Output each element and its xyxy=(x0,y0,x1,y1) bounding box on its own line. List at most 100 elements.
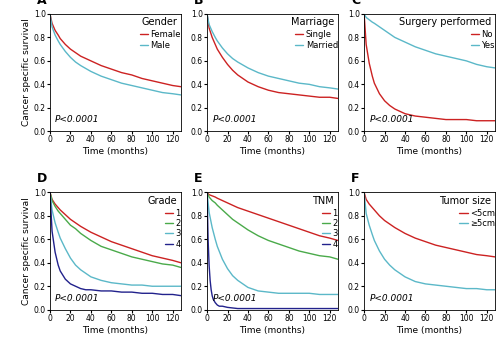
1 xyxy=(234,206,240,210)
Female xyxy=(62,42,68,47)
Legend: No, Yes: No, Yes xyxy=(470,30,495,50)
4 xyxy=(255,307,261,311)
Text: P<0.0001: P<0.0001 xyxy=(55,294,100,303)
Married xyxy=(234,60,240,64)
2 xyxy=(72,227,78,231)
1 xyxy=(88,230,94,234)
Single xyxy=(212,42,218,47)
No xyxy=(432,116,438,120)
2 xyxy=(206,195,212,199)
3 xyxy=(78,268,84,272)
4 xyxy=(207,278,213,283)
Text: C: C xyxy=(351,0,360,7)
1 xyxy=(327,236,333,240)
1 xyxy=(335,238,341,243)
4 xyxy=(306,307,312,311)
Single xyxy=(234,73,240,77)
3 xyxy=(209,226,215,230)
4 xyxy=(212,301,218,305)
1 xyxy=(255,213,261,217)
Female xyxy=(68,47,73,51)
≥5cm xyxy=(422,282,428,286)
3 xyxy=(160,284,166,288)
4 xyxy=(150,291,156,295)
Text: F: F xyxy=(351,172,360,185)
Line: Single: Single xyxy=(207,14,338,98)
4 xyxy=(88,288,94,292)
2 xyxy=(62,217,68,221)
3 xyxy=(129,283,135,287)
Yes xyxy=(443,54,449,58)
Single xyxy=(255,85,261,89)
No xyxy=(474,119,480,123)
Male xyxy=(118,81,124,85)
<5cm xyxy=(376,214,382,218)
4 xyxy=(55,263,61,267)
3 xyxy=(214,244,220,248)
Male xyxy=(49,25,55,29)
1 xyxy=(52,202,58,206)
≥5cm xyxy=(363,211,369,215)
Female xyxy=(139,77,145,81)
Single xyxy=(209,35,215,39)
4 xyxy=(170,292,175,296)
Married xyxy=(230,56,235,61)
1 xyxy=(245,209,251,213)
Yes xyxy=(432,52,438,56)
4 xyxy=(220,304,226,308)
4 xyxy=(234,307,240,311)
2 xyxy=(286,245,292,250)
Female xyxy=(52,28,58,32)
X-axis label: Time (months): Time (months) xyxy=(396,147,462,156)
2 xyxy=(47,190,53,195)
3 xyxy=(212,237,218,242)
3 xyxy=(230,274,235,278)
4 xyxy=(62,277,68,281)
2 xyxy=(306,251,312,255)
Legend: 1, 2, 3, 4: 1, 2, 3, 4 xyxy=(322,209,338,248)
3 xyxy=(245,285,251,290)
<5cm xyxy=(464,250,469,254)
1 xyxy=(49,197,55,201)
≥5cm xyxy=(412,279,418,284)
No xyxy=(453,118,459,122)
Male xyxy=(57,42,63,47)
Male xyxy=(62,49,68,54)
Married xyxy=(276,77,281,81)
Female xyxy=(88,59,94,63)
Yes xyxy=(392,35,398,39)
2 xyxy=(118,251,124,255)
<5cm xyxy=(382,219,388,223)
Yes xyxy=(376,25,382,29)
Female xyxy=(78,54,84,58)
No xyxy=(412,114,418,118)
No xyxy=(492,119,498,123)
3 xyxy=(178,284,184,288)
2 xyxy=(108,248,114,252)
4 xyxy=(52,250,58,254)
Line: 3: 3 xyxy=(50,192,181,286)
Line: ≥5cm: ≥5cm xyxy=(364,192,495,290)
<5cm xyxy=(422,239,428,244)
1 xyxy=(98,235,104,239)
1 xyxy=(129,247,135,251)
≥5cm xyxy=(376,249,382,253)
Text: P<0.0001: P<0.0001 xyxy=(55,115,100,124)
3 xyxy=(62,247,68,251)
1 xyxy=(68,217,73,221)
<5cm xyxy=(492,255,498,259)
Yes xyxy=(361,12,367,16)
≥5cm xyxy=(386,263,392,267)
1 xyxy=(209,194,215,198)
2 xyxy=(234,221,240,225)
1 xyxy=(178,261,184,265)
Yes xyxy=(386,32,392,36)
<5cm xyxy=(484,254,490,258)
2 xyxy=(178,266,184,270)
Male xyxy=(170,92,175,96)
Single xyxy=(206,26,212,30)
4 xyxy=(224,305,230,309)
3 xyxy=(234,278,240,283)
Married xyxy=(206,22,212,26)
3 xyxy=(118,282,124,286)
